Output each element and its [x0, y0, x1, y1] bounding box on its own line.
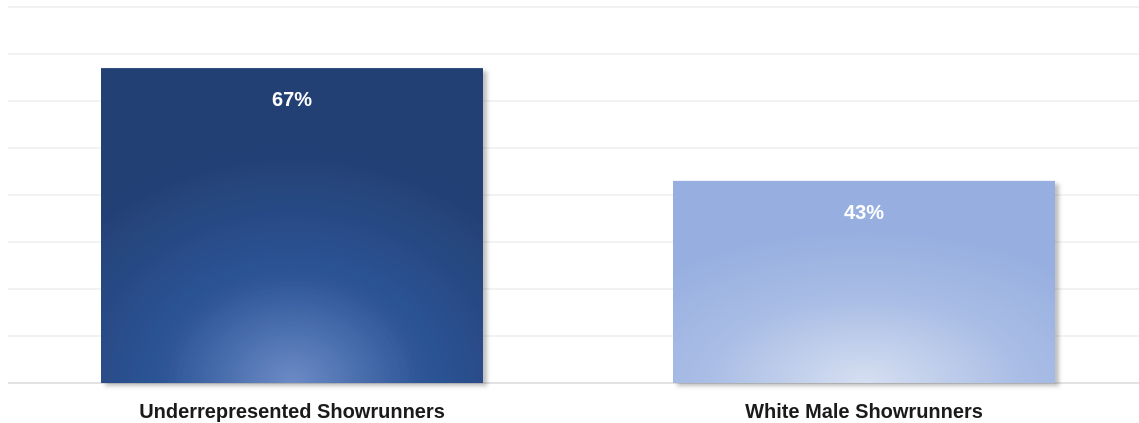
- category-labels: Underrepresented Showrunners White Male S…: [139, 401, 983, 423]
- category-label-2: White Male Showrunners: [745, 401, 983, 423]
- data-label-1: 67%: [272, 89, 312, 111]
- bar-2: [673, 180, 1055, 383]
- category-label-1: Underrepresented Showrunners: [139, 401, 445, 423]
- bar-1: [101, 68, 483, 383]
- data-label-2: 43%: [844, 202, 884, 224]
- data-labels: 67% 43%: [272, 89, 884, 224]
- bars: [101, 68, 1055, 383]
